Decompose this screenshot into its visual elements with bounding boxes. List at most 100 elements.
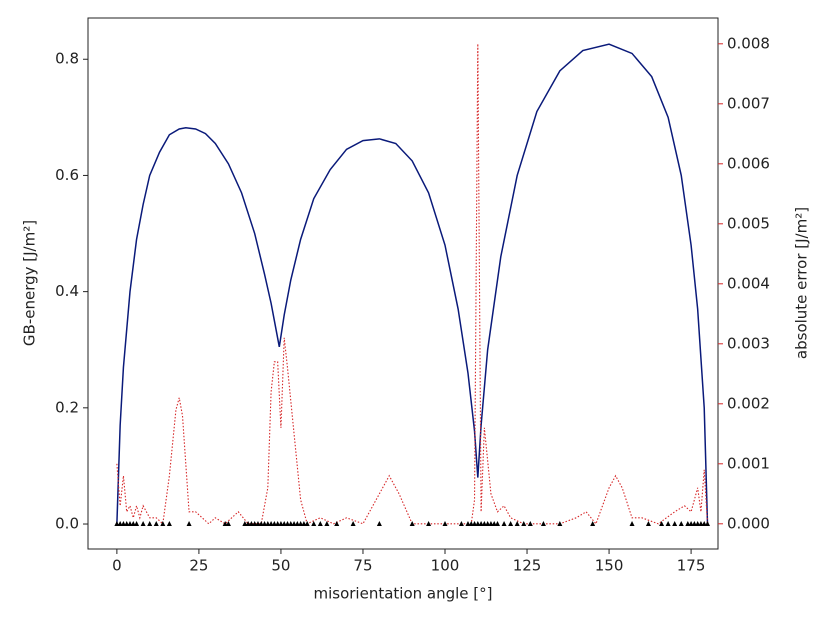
sample-marker xyxy=(262,521,268,527)
y2-tick-label: 0.002 xyxy=(727,394,770,412)
sample-marker xyxy=(265,521,271,527)
sample-marker xyxy=(665,521,671,527)
sample-marker xyxy=(281,521,287,527)
sample-marker xyxy=(442,521,448,527)
sample-marker xyxy=(255,521,261,527)
sample-marker xyxy=(645,521,651,527)
sample-marker xyxy=(491,521,497,527)
y2-tick-label: 0.007 xyxy=(727,94,770,112)
sample-marker xyxy=(685,521,691,527)
y2-tick-label: 0.003 xyxy=(727,334,770,352)
y-tick-label: 0.0 xyxy=(55,515,79,533)
sample-marker xyxy=(557,521,563,527)
x-tick-label: 175 xyxy=(677,557,706,575)
sample-marker xyxy=(278,521,284,527)
sample-marker xyxy=(166,521,172,527)
sample-marker xyxy=(301,521,307,527)
sample-marker xyxy=(678,521,684,527)
sample-marker xyxy=(298,521,304,527)
sample-marker xyxy=(117,521,123,527)
sample-marker xyxy=(514,521,520,527)
sample-marker xyxy=(688,521,694,527)
sample-marker xyxy=(258,521,264,527)
y-tick-label: 0.6 xyxy=(55,166,79,184)
sample-marker xyxy=(590,521,596,527)
y-axis-label: GB-energy [J/m²] xyxy=(21,220,39,346)
sample-marker xyxy=(291,521,297,527)
x-tick-label: 125 xyxy=(513,557,542,575)
x-tick-label: 50 xyxy=(271,557,290,575)
sample-marker xyxy=(478,521,484,527)
y2-tick-label: 0.008 xyxy=(727,34,770,52)
sample-marker xyxy=(127,521,133,527)
x-tick-label: 0 xyxy=(112,557,122,575)
sample-marker xyxy=(475,521,481,527)
sample-marker xyxy=(705,521,710,527)
y2-tick-label: 0.001 xyxy=(727,454,770,472)
error-line xyxy=(116,43,709,525)
sample-marker xyxy=(120,521,126,527)
sample-marker xyxy=(245,521,251,527)
sample-marker xyxy=(409,521,415,527)
sample-marker xyxy=(508,521,514,527)
sample-marker xyxy=(268,521,274,527)
sample-marker xyxy=(147,521,153,527)
sample-marker xyxy=(275,521,281,527)
sample-marker xyxy=(701,521,707,527)
sample-marker xyxy=(540,521,546,527)
sample-marker xyxy=(691,521,697,527)
sample-marker xyxy=(458,521,464,527)
y-tick-label: 0.4 xyxy=(55,282,79,300)
sample-marker xyxy=(527,521,533,527)
sample-marker xyxy=(225,521,231,527)
x-tick-label: 150 xyxy=(595,557,624,575)
sample-marker xyxy=(130,521,136,527)
sample-marker xyxy=(465,521,471,527)
y2-axis-label: absolute error [J/m²] xyxy=(793,207,811,359)
sample-marker xyxy=(481,521,487,527)
sample-marker xyxy=(426,521,432,527)
sample-marker xyxy=(271,521,277,527)
y-tick-label: 0.2 xyxy=(55,398,79,416)
sample-marker xyxy=(124,521,130,527)
sample-marker xyxy=(294,521,300,527)
sample-marker xyxy=(134,521,140,527)
sample-marker xyxy=(468,521,474,527)
sample-marker xyxy=(659,521,665,527)
sample-marker xyxy=(695,521,701,527)
sample-marker xyxy=(248,521,254,527)
x-tick-label: 100 xyxy=(431,557,460,575)
sample-marker xyxy=(488,521,494,527)
sample-marker xyxy=(521,521,527,527)
sample-marker xyxy=(186,521,192,527)
sample-marker xyxy=(629,521,635,527)
y2-tick-label: 0.005 xyxy=(727,214,770,232)
sample-marker xyxy=(472,521,478,527)
sample-marker xyxy=(160,521,166,527)
sample-marker xyxy=(334,521,340,527)
y2-tick-label: 0.000 xyxy=(727,514,770,532)
sample-marker xyxy=(350,521,356,527)
energy-line xyxy=(116,43,709,525)
sample-marker xyxy=(501,521,507,527)
x-axis-label: misorientation angle [°] xyxy=(313,585,492,603)
sample-marker xyxy=(222,521,228,527)
sample-marker xyxy=(304,521,310,527)
sample-marker xyxy=(140,521,146,527)
sample-marker xyxy=(288,521,294,527)
y2-tick-label: 0.004 xyxy=(727,274,770,292)
sample-marker xyxy=(285,521,290,527)
sample-marker xyxy=(242,521,248,527)
sample-marker xyxy=(698,521,704,527)
y2-tick-label: 0.006 xyxy=(727,154,770,172)
sample-marker xyxy=(376,521,382,527)
sample-marker xyxy=(252,521,258,527)
x-tick-label: 25 xyxy=(189,557,208,575)
y-tick-label: 0.8 xyxy=(55,50,79,68)
sample-marker xyxy=(317,521,323,527)
sample-marker xyxy=(311,521,317,527)
sample-marker xyxy=(324,521,330,527)
x-tick-label: 75 xyxy=(353,557,372,575)
sample-marker xyxy=(114,521,120,527)
